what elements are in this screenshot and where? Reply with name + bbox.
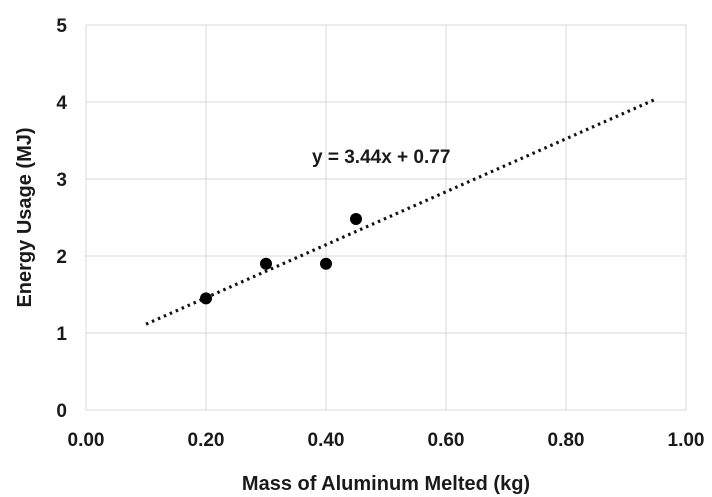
y-tick-label: 3 [56,170,67,191]
y-axis-title: Energy Usage (MJ) [14,127,36,307]
x-tick-label: 0.80 [548,430,585,451]
trendline-group [145,97,657,326]
trendline [145,97,657,326]
data-points [200,213,362,305]
x-tick-label: 1.00 [668,430,705,451]
data-point [200,292,212,305]
y-tick-label: 2 [56,247,67,268]
x-tick-label: 0.00 [68,430,105,451]
grid [85,24,687,411]
x-axis-title: Mass of Aluminum Melted (kg) [242,473,530,495]
y-tick-label: 0 [56,401,67,422]
x-tick-labels: 0.00 0.20 0.40 0.60 0.80 1.00 [68,430,705,451]
y-tick-label: 4 [56,93,67,114]
data-point [260,257,272,270]
x-tick-label: 0.20 [188,430,225,451]
y-tick-labels: 0 1 2 3 4 5 [56,16,67,422]
x-tick-label: 0.60 [428,430,465,451]
x-tick-label: 0.40 [308,430,345,451]
trendline-equation: y = 3.44x + 0.77 [312,147,450,168]
data-point [320,257,332,270]
y-tick-label: 1 [56,324,67,345]
data-point [350,213,362,226]
plot-area-border [85,24,687,411]
y-tick-label: 5 [56,16,67,37]
